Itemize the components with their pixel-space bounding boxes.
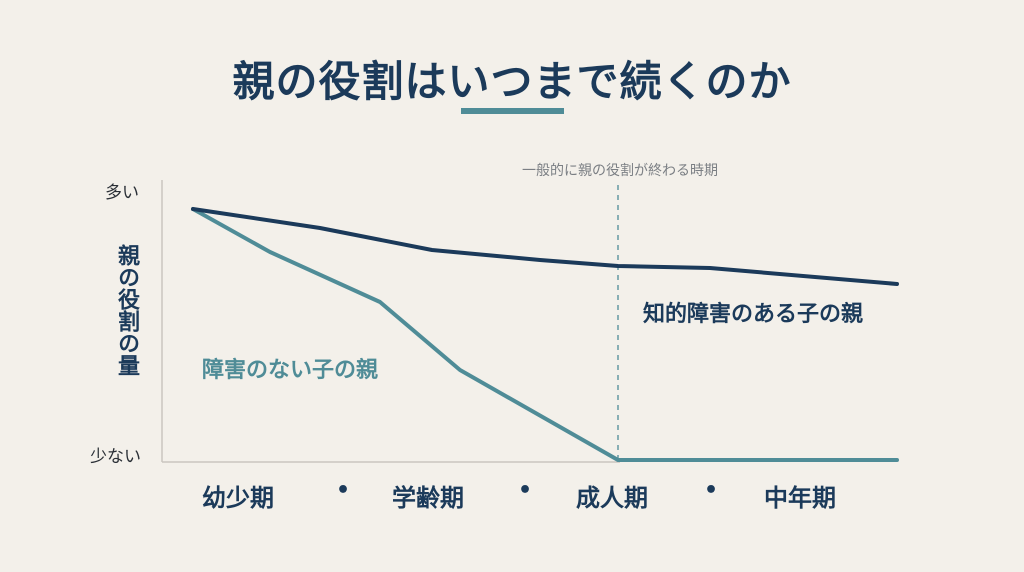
- x-label-early-childhood: 幼少期: [202, 484, 274, 512]
- x-label-school-age: 学齢期: [392, 484, 464, 512]
- x-separator: •: [518, 478, 533, 503]
- y-axis-title: 親の役割の量: [114, 244, 139, 376]
- x-axis-labels: 幼少期 • 学齢期 • 成人期 • 中年期: [180, 478, 880, 518]
- x-separator: •: [336, 478, 351, 503]
- line-intellectual-disability: [191, 207, 899, 286]
- chart-title: 親の役割はいつまで続くのか: [232, 57, 792, 106]
- x-label-middle-age: 中年期: [764, 484, 836, 512]
- y-axis-low-label: 少ない: [90, 447, 141, 467]
- series-label-no-disability: 障害のない子の親: [202, 358, 379, 383]
- title-underline: [461, 108, 564, 114]
- y-axis-high-label: 多い: [105, 183, 139, 203]
- annotation-label: 一般的に親の役割が終わる時期: [522, 163, 718, 179]
- x-separator: •: [704, 478, 719, 503]
- line-no-disability: [191, 207, 899, 462]
- series-label-intellectual-disability: 知的障害のある子の親: [643, 302, 864, 327]
- x-label-adulthood: 成人期: [576, 484, 648, 512]
